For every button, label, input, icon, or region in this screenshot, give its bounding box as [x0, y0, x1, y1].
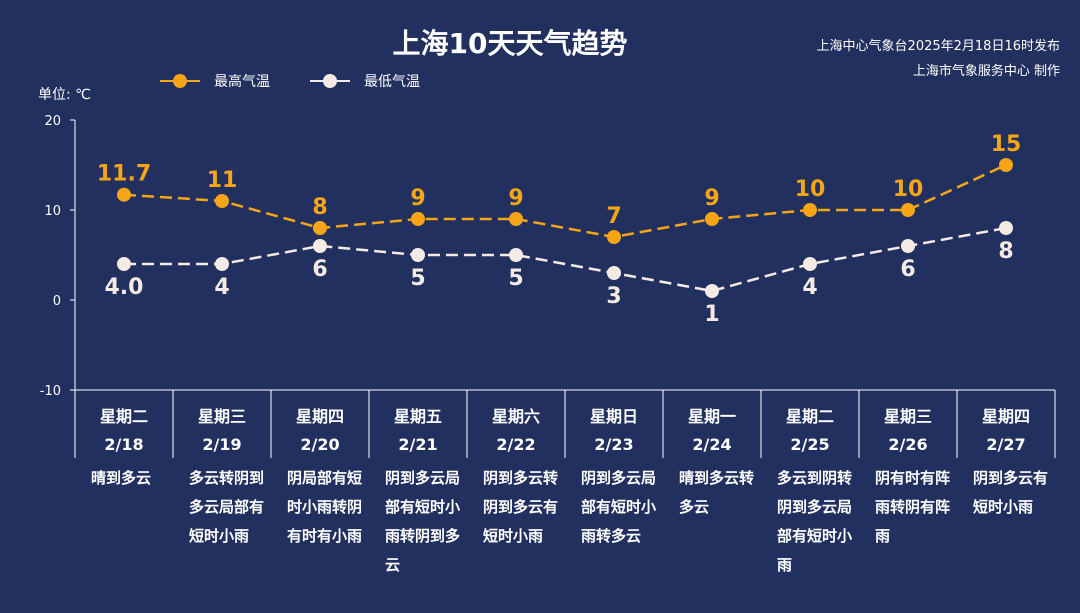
low-temp-label: 4.0: [105, 275, 144, 300]
legend-low[interactable]: 最低气温: [310, 71, 420, 91]
low-temp-line: [124, 226, 1007, 293]
weather-description: 阴局部有短时小雨转阴有时有小雨: [287, 469, 363, 545]
low-temp-point: [117, 257, 131, 271]
legend-high-label: 最高气温: [214, 74, 270, 90]
x-date-label: 2/26: [888, 435, 927, 454]
source-line-1: 上海中心气象台2025年2月18日16时发布: [816, 39, 1060, 54]
high-temp-label: 15: [991, 132, 1022, 157]
x-date-label: 2/22: [496, 435, 535, 454]
x-weekday-label: 星期六: [492, 407, 540, 426]
high-temp-point: [999, 158, 1013, 172]
low-temp-label: 5: [508, 266, 523, 291]
legend-low-marker-icon: [310, 74, 350, 88]
low-temp-point: [901, 239, 915, 253]
low-temp-label: 4: [802, 275, 817, 300]
source-line-2: 上海市气象服务中心 制作: [912, 64, 1060, 79]
x-weekday-label: 星期二: [786, 407, 834, 426]
weather-description: 多云到阴转阴到多云局部有短时小雨: [777, 469, 853, 574]
y-tick-label: 0: [53, 294, 61, 309]
high-temp-label: 7: [606, 204, 621, 229]
high-temp-label: 10: [795, 177, 826, 202]
y-tick-label: -10: [40, 384, 61, 399]
weather-description: 晴到多云转多云: [679, 469, 755, 516]
source-info: 上海中心气象台2025年2月18日16时发布 上海市气象服务中心 制作: [817, 34, 1060, 84]
low-temp-point: [607, 266, 621, 280]
x-weekday-label: 星期二: [100, 407, 148, 426]
x-weekday-label: 星期三: [884, 407, 932, 426]
low-temp-label: 1: [704, 302, 719, 327]
high-temp-label: 8: [312, 195, 327, 220]
weather-description: 阴有时有阵雨转阴有阵雨: [875, 469, 951, 545]
low-temp-point: [705, 284, 719, 298]
legend-high-marker-icon: [160, 74, 200, 88]
x-date-label: 2/21: [398, 435, 437, 454]
x-weekday-label: 星期三: [198, 407, 246, 426]
low-temp-point: [509, 248, 523, 262]
x-date-label: 2/19: [202, 435, 241, 454]
high-temp-label: 9: [704, 186, 719, 211]
x-weekday-label: 星期日: [590, 407, 638, 426]
y-tick-label: 20: [44, 114, 61, 129]
high-temp-label: 11: [207, 168, 238, 193]
low-temp-label: 4: [214, 275, 229, 300]
low-temp-point: [803, 257, 817, 271]
legend-high[interactable]: 最高气温: [160, 71, 270, 91]
low-temp-point: [411, 248, 425, 262]
high-temp-point: [607, 230, 621, 244]
high-temp-point: [901, 203, 915, 217]
x-date-label: 2/20: [300, 435, 339, 454]
legend-low-label: 最低气温: [364, 74, 420, 90]
low-temp-label: 3: [606, 284, 621, 309]
x-weekday-label: 星期四: [296, 407, 344, 426]
x-weekday-label: 星期五: [394, 407, 442, 426]
high-temp-point: [411, 212, 425, 226]
x-date-label: 2/24: [692, 435, 731, 454]
high-temp-line: [123, 163, 1007, 239]
low-temp-label: 6: [900, 257, 915, 282]
high-temp-point: [705, 212, 719, 226]
high-temp-label: 9: [410, 186, 425, 211]
high-temp-label: 11.7: [97, 162, 151, 187]
high-temp-label: 10: [893, 177, 924, 202]
x-date-label: 2/25: [790, 435, 829, 454]
weather-description: 阴到多云局部有短时小雨转阴到多云: [385, 469, 461, 574]
x-date-label: 2/27: [986, 435, 1025, 454]
x-weekday-label: 星期四: [982, 407, 1030, 426]
weather-description: 阴到多云局部有短时小雨转多云: [581, 469, 657, 545]
weather-description: 阴到多云转阴到多云有短时小雨: [483, 469, 559, 545]
weather-description: 阴到多云有短时小雨: [973, 469, 1049, 516]
weather-description: 多云转阴到多云局部有短时小雨: [189, 469, 265, 545]
high-temp-point: [117, 187, 131, 202]
x-date-label: 2/23: [594, 435, 633, 454]
low-temp-point: [313, 239, 327, 253]
y-axis-unit: 单位: ℃: [38, 87, 91, 103]
chart-title: 上海10天天气趋势: [392, 27, 628, 60]
low-temp-label: 8: [998, 239, 1013, 264]
low-temp-point: [215, 257, 229, 271]
high-temp-point: [509, 212, 523, 226]
high-temp-point: [803, 203, 817, 217]
weather-description: 晴到多云: [91, 469, 152, 487]
high-temp-point: [313, 221, 327, 235]
high-temp-point: [215, 194, 229, 208]
low-temp-point: [999, 221, 1013, 235]
high-temp-label: 9: [508, 186, 523, 211]
y-tick-label: 10: [44, 204, 61, 219]
x-weekday-label: 星期一: [688, 407, 736, 426]
low-temp-label: 5: [410, 266, 425, 291]
x-date-label: 2/18: [104, 435, 143, 454]
low-temp-label: 6: [312, 257, 327, 282]
